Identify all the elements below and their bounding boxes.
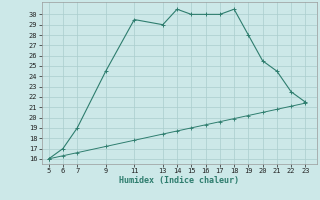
X-axis label: Humidex (Indice chaleur): Humidex (Indice chaleur) [119,176,239,185]
